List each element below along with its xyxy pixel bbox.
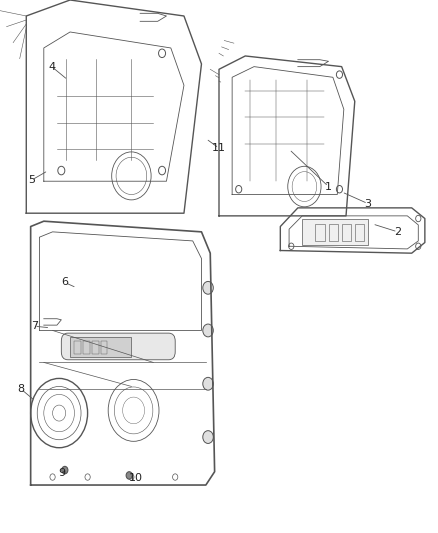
Bar (355, 224, 364, 241)
Circle shape (203, 377, 213, 390)
Text: 9: 9 (58, 469, 65, 478)
Circle shape (203, 281, 213, 294)
Circle shape (173, 474, 178, 480)
Circle shape (50, 474, 55, 480)
Circle shape (159, 49, 166, 58)
Circle shape (58, 166, 65, 175)
Bar (315, 224, 325, 241)
Circle shape (336, 71, 343, 78)
Bar (302, 219, 368, 245)
Bar (70, 337, 131, 357)
Circle shape (289, 243, 294, 249)
Circle shape (203, 431, 213, 443)
Text: 6: 6 (61, 278, 68, 287)
Circle shape (416, 243, 421, 249)
Text: 8: 8 (18, 384, 25, 394)
Text: 4: 4 (48, 62, 55, 71)
Text: 2: 2 (394, 227, 401, 237)
Bar (101, 341, 107, 354)
Bar (328, 224, 338, 241)
Text: 5: 5 (28, 175, 35, 185)
Text: 11: 11 (212, 143, 226, 153)
Circle shape (236, 185, 242, 193)
Text: 10: 10 (129, 473, 143, 483)
Circle shape (126, 472, 132, 479)
Circle shape (416, 215, 421, 222)
Circle shape (129, 474, 134, 480)
Circle shape (62, 466, 68, 474)
Circle shape (336, 185, 343, 193)
Bar (83, 341, 90, 354)
Bar (92, 341, 99, 354)
Circle shape (85, 474, 90, 480)
FancyBboxPatch shape (61, 333, 175, 360)
Bar (342, 224, 351, 241)
Text: 7: 7 (31, 321, 38, 331)
Circle shape (159, 166, 166, 175)
Text: 3: 3 (364, 199, 371, 208)
Bar (74, 341, 81, 354)
Circle shape (203, 324, 213, 337)
Text: 1: 1 (325, 182, 332, 191)
